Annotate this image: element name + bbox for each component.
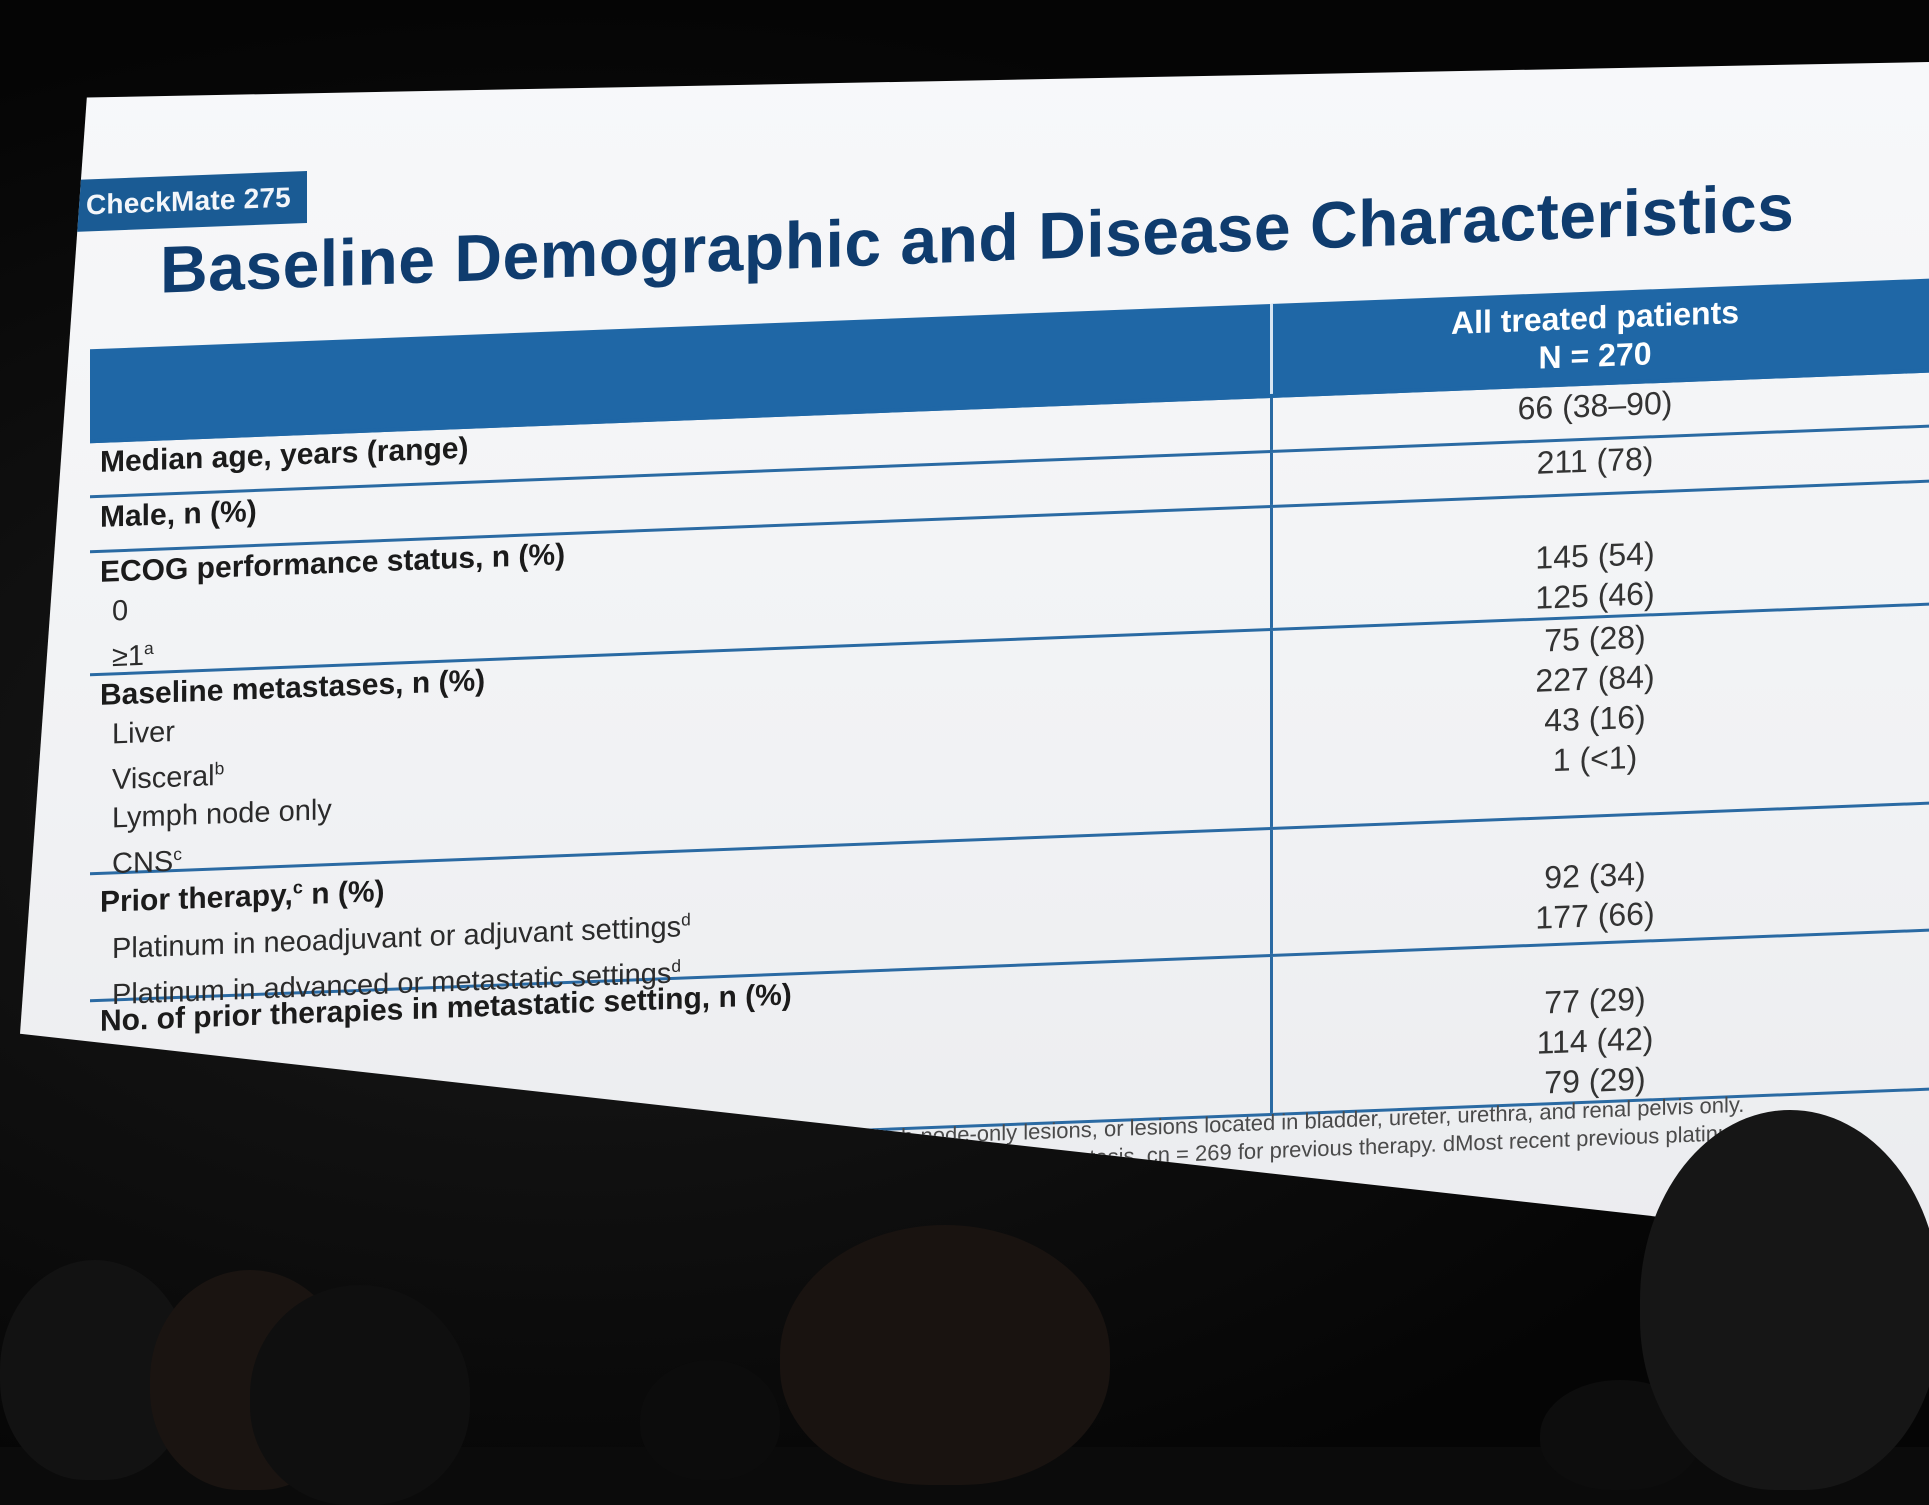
audience-head: [780, 1225, 1110, 1485]
audience-head: [250, 1285, 470, 1505]
audience-head: [640, 1360, 780, 1480]
projected-slide: CheckMate 275 Baseline Demographic and D…: [20, 62, 1929, 1247]
trial-tag: CheckMate 275: [70, 170, 307, 233]
audience-head: [1640, 1110, 1929, 1490]
slide-title: Baseline Demographic and Disease Charact…: [160, 169, 1795, 307]
column-header-line2: N = 270: [1538, 335, 1652, 376]
header-divider: [1270, 303, 1273, 394]
column-header-line1: All treated patients: [1450, 293, 1740, 342]
characteristics-table: All treated patients N = 270 Median age,…: [90, 278, 1929, 1162]
